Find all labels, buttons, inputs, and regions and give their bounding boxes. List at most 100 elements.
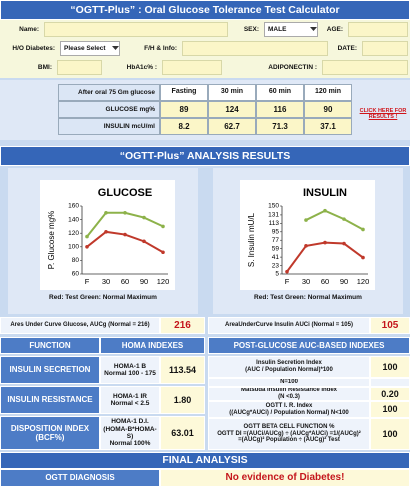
history-select[interactable]: Please Select bbox=[60, 41, 120, 56]
field-label: DATE: bbox=[337, 44, 357, 52]
dropdown-arrow bbox=[310, 25, 317, 33]
function-label: INSULIN RESISTANCE bbox=[0, 386, 100, 414]
section-title: “OGTT-Plus” ANALYSIS RESULTS bbox=[0, 146, 410, 166]
table-header: After oral 75 Gm glucose bbox=[58, 84, 160, 101]
auc-index-value: 100 bbox=[370, 356, 410, 378]
table-header: 120 min bbox=[304, 84, 352, 101]
data-point bbox=[304, 244, 308, 248]
homa-label: HOMA-1 B Normal 100 - 175 bbox=[100, 356, 160, 384]
series-line bbox=[305, 209, 364, 231]
adiponectin-input[interactable] bbox=[322, 60, 408, 75]
y-tick-label: 113 bbox=[269, 220, 280, 227]
auc-index-label: N=100 bbox=[208, 378, 370, 387]
legend-note: Red: Test Green: Normal Maximum bbox=[49, 294, 157, 302]
field-label: Name: bbox=[19, 25, 39, 33]
hba1c-input[interactable] bbox=[162, 60, 222, 75]
y-tick-label: 23 bbox=[272, 262, 280, 269]
table-value[interactable]: 71.3 bbox=[256, 118, 304, 135]
family-input[interactable] bbox=[182, 41, 328, 56]
name-input[interactable] bbox=[44, 22, 228, 37]
auc-index-label: Matsuda Insulin Resistance Index (N <0.3… bbox=[208, 387, 370, 401]
page-title: “OGTT-Plus” : Oral Glucose Tolerance Tes… bbox=[0, 0, 410, 20]
table-header: Fasting bbox=[160, 84, 208, 101]
data-point bbox=[285, 269, 289, 274]
homa-label: HOMA-1 IR Normal < 2.5 bbox=[100, 386, 160, 414]
data-point bbox=[104, 211, 108, 215]
y-tick-label: 140 bbox=[68, 216, 79, 223]
data-point bbox=[361, 255, 365, 260]
data-point bbox=[323, 208, 327, 213]
x-tick-label: 120 bbox=[357, 277, 370, 286]
table-value[interactable]: 8.2 bbox=[160, 118, 208, 135]
auc-label: AreaUnderCurve Insulin AUCi (Normal = 10… bbox=[208, 317, 370, 334]
homa-label: HOMA-1 D.I. (HOMA-B*HOMA-S) Normal 100% bbox=[100, 416, 160, 450]
y-tick-label: 100 bbox=[68, 244, 79, 251]
y-tick-label: 131 bbox=[268, 212, 279, 219]
y-tick-label: 77 bbox=[272, 237, 280, 244]
field-label: F/H & Info: bbox=[144, 44, 177, 52]
chart: GLUCOSE P. Glucose mg% 60 80 100 120 140 160 F 30… bbox=[40, 180, 175, 290]
data-point bbox=[161, 224, 165, 229]
table-value[interactable]: 116 bbox=[256, 101, 304, 118]
y-axis-label: S. Insulin mU/L bbox=[247, 212, 256, 267]
legend-note: Red: Test Green: Normal Maximum bbox=[254, 294, 362, 302]
table-value[interactable]: 89 bbox=[160, 101, 208, 118]
function-label: DISPOSITION INDEX (BCF%) bbox=[0, 416, 100, 450]
y-tick-label: 5 bbox=[275, 271, 279, 278]
auc-index-label: Insulin Secretion Index (AUC / Populatio… bbox=[208, 356, 370, 378]
table-value[interactable]: 124 bbox=[208, 101, 256, 118]
diagnosis-result: No evidence of Diabetes! bbox=[160, 469, 410, 487]
row-label: GLUCOSE mg% bbox=[58, 101, 160, 118]
data-point bbox=[123, 232, 127, 237]
auc-index-value: 0.20 bbox=[370, 387, 410, 401]
data-point bbox=[342, 217, 346, 221]
table-value[interactable]: 90 bbox=[304, 101, 352, 118]
field-label: HbA1c% : bbox=[126, 63, 157, 71]
auc-value: 105 bbox=[370, 317, 410, 334]
row-label: INSULIN mcU/ml bbox=[58, 118, 160, 135]
age-input[interactable] bbox=[348, 22, 408, 37]
data-point bbox=[85, 245, 89, 249]
x-tick-label: 120 bbox=[157, 277, 170, 286]
data-point bbox=[142, 239, 146, 244]
section-title: FINAL ANALYSIS bbox=[0, 452, 410, 469]
x-tick-label: 30 bbox=[302, 277, 310, 286]
chart-title: INSULIN bbox=[303, 187, 347, 199]
auc-label: Ares Under Curve Glucose, AUCg (Normal =… bbox=[0, 317, 160, 334]
y-tick-label: 120 bbox=[68, 230, 79, 237]
data-point bbox=[323, 240, 327, 245]
chart-title: GLUCOSE bbox=[98, 187, 152, 199]
y-tick-label: 160 bbox=[68, 203, 79, 210]
data-point bbox=[123, 211, 127, 215]
sex-select[interactable]: MALE bbox=[264, 22, 318, 37]
data-point bbox=[304, 218, 308, 222]
column-header: HOMA INDEXES bbox=[100, 337, 205, 354]
homa-value: 63.01 bbox=[160, 416, 205, 450]
data-point bbox=[161, 250, 165, 255]
field-label: ADIPONECTIN : bbox=[268, 63, 317, 71]
series-line bbox=[286, 241, 364, 273]
table-value[interactable]: 62.7 bbox=[208, 118, 256, 135]
function-label: INSULIN SECRETION bbox=[0, 356, 100, 384]
column-header: FUNCTION bbox=[0, 337, 100, 354]
field-label: SEX: bbox=[243, 25, 259, 33]
blank-cell bbox=[370, 378, 410, 387]
x-tick-label: F bbox=[85, 277, 90, 286]
dropdown-arrow bbox=[112, 44, 119, 52]
x-tick-label: 90 bbox=[140, 277, 148, 286]
y-tick-label: 59 bbox=[272, 245, 280, 252]
y-tick-label: 150 bbox=[268, 203, 279, 210]
field-label: BMI: bbox=[37, 63, 52, 71]
data-point bbox=[85, 234, 89, 239]
homa-value: 113.54 bbox=[160, 356, 205, 384]
table-value[interactable]: 37.1 bbox=[304, 118, 352, 135]
results-link[interactable]: CLICK HERE FOR RESULTS ! bbox=[359, 107, 407, 120]
date-input[interactable] bbox=[362, 41, 408, 56]
data-point bbox=[142, 215, 146, 220]
x-tick-label: 60 bbox=[121, 277, 129, 286]
auc-index-label: OGTT BETA CELL FUNCTION % OGTT DI =(AUCi… bbox=[208, 418, 370, 450]
bmi-input[interactable] bbox=[57, 60, 102, 75]
field-label: H/O Diabetes: bbox=[12, 44, 55, 52]
